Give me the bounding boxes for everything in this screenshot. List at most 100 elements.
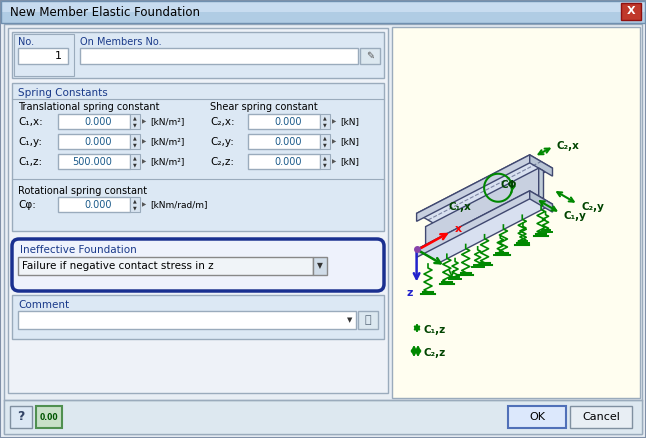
Text: ▼: ▼ (133, 162, 137, 167)
Text: 0.000: 0.000 (275, 137, 302, 147)
Text: On Members No.: On Members No. (80, 37, 162, 47)
Text: 0.00: 0.00 (39, 413, 58, 421)
Text: C₁,x: C₁,x (449, 201, 472, 212)
Bar (1, 1, 645, 23)
Bar (621, 3, 641, 20)
Bar (320, 154, 330, 169)
Text: ✎: ✎ (366, 51, 374, 61)
Text: ▲: ▲ (133, 116, 137, 120)
Text: [kN]: [kN] (340, 117, 359, 127)
Polygon shape (539, 168, 543, 199)
Text: ▲: ▲ (133, 155, 137, 160)
Bar (130, 197, 140, 212)
Bar (570, 406, 632, 428)
Bar (36, 406, 62, 428)
Text: Shear spring constant: Shear spring constant (210, 102, 318, 112)
Text: ▼: ▼ (133, 123, 137, 127)
Bar (58, 197, 130, 212)
Text: C₂,x: C₂,x (556, 141, 579, 151)
Text: Translational spring constant: Translational spring constant (18, 102, 160, 112)
Text: ▶: ▶ (332, 120, 337, 124)
Text: ▶: ▶ (142, 139, 146, 145)
Bar (8, 28, 388, 393)
Polygon shape (417, 191, 552, 263)
Bar (80, 48, 358, 64)
Text: 0.000: 0.000 (275, 157, 302, 167)
Text: ▶: ▶ (332, 139, 337, 145)
Text: [kN]: [kN] (340, 158, 359, 166)
Text: X: X (627, 6, 635, 16)
Text: [kNm/rad/m]: [kNm/rad/m] (150, 201, 207, 209)
Text: ▲: ▲ (133, 198, 137, 204)
Text: Failure if negative contact stress in z: Failure if negative contact stress in z (22, 261, 214, 271)
Bar (508, 406, 566, 428)
Text: ▼: ▼ (323, 142, 327, 148)
Text: ▼: ▼ (133, 205, 137, 211)
Text: 1: 1 (55, 51, 62, 61)
Text: OK: OK (529, 412, 545, 422)
Polygon shape (530, 191, 552, 212)
Text: ▼: ▼ (317, 261, 323, 271)
Text: ▶: ▶ (142, 159, 146, 165)
Bar (58, 114, 130, 129)
Text: C₂,z:: C₂,z: (210, 157, 234, 167)
Text: z: z (406, 288, 413, 298)
Text: C₂,x:: C₂,x: (210, 117, 234, 127)
Text: ▲: ▲ (133, 135, 137, 141)
Text: ▲: ▲ (323, 135, 327, 141)
Bar (58, 154, 130, 169)
Bar (12, 83, 384, 231)
Bar (320, 114, 330, 129)
Text: Ineffective Foundation: Ineffective Foundation (20, 245, 137, 255)
Bar (4, 400, 642, 434)
Bar (12, 32, 384, 78)
Bar (248, 154, 320, 169)
Text: ⎘: ⎘ (365, 315, 371, 325)
Text: ▶: ▶ (332, 159, 337, 165)
Text: ▲: ▲ (323, 155, 327, 160)
Text: 0.000: 0.000 (85, 137, 112, 147)
Text: [kN/m²]: [kN/m²] (150, 138, 184, 146)
Polygon shape (530, 155, 552, 176)
Polygon shape (417, 155, 552, 226)
Text: [kN/m²]: [kN/m²] (150, 117, 184, 127)
Bar (18, 311, 356, 329)
Text: C₁,z:: C₁,z: (18, 157, 42, 167)
Bar (1, 1, 645, 23)
Text: C₂,z: C₂,z (423, 348, 445, 358)
Polygon shape (426, 168, 539, 254)
Bar (248, 114, 320, 129)
Bar (1, 1, 645, 12)
Text: CΦ: CΦ (500, 180, 517, 190)
Bar (392, 27, 640, 398)
Polygon shape (417, 155, 530, 221)
Bar (14, 34, 74, 76)
Text: C₂,y:: C₂,y: (210, 137, 234, 147)
Bar (12, 295, 384, 339)
Text: 0.000: 0.000 (275, 117, 302, 127)
Text: ▼: ▼ (348, 317, 353, 323)
Text: Cancel: Cancel (582, 412, 620, 422)
Bar (58, 134, 130, 149)
Text: 500.000: 500.000 (72, 157, 112, 167)
Text: ▶: ▶ (142, 120, 146, 124)
Text: ▼: ▼ (323, 123, 327, 127)
Text: Cφ:: Cφ: (18, 200, 36, 210)
Text: [kN/m²]: [kN/m²] (150, 158, 184, 166)
Bar (320, 134, 330, 149)
Bar (18, 257, 313, 275)
Bar (313, 257, 327, 275)
Text: C₁,y: C₁,y (564, 211, 587, 221)
Text: C₁,y:: C₁,y: (18, 137, 42, 147)
Text: x: x (454, 224, 461, 234)
Text: C₁,x:: C₁,x: (18, 117, 43, 127)
Bar (18, 48, 68, 64)
Bar (248, 134, 320, 149)
Bar (130, 134, 140, 149)
Text: New Member Elastic Foundation: New Member Elastic Foundation (10, 6, 200, 18)
Polygon shape (417, 191, 530, 258)
Text: ▲: ▲ (323, 116, 327, 120)
Bar (360, 48, 380, 64)
Text: ?: ? (17, 410, 25, 424)
Text: Rotational spring constant: Rotational spring constant (18, 186, 147, 196)
